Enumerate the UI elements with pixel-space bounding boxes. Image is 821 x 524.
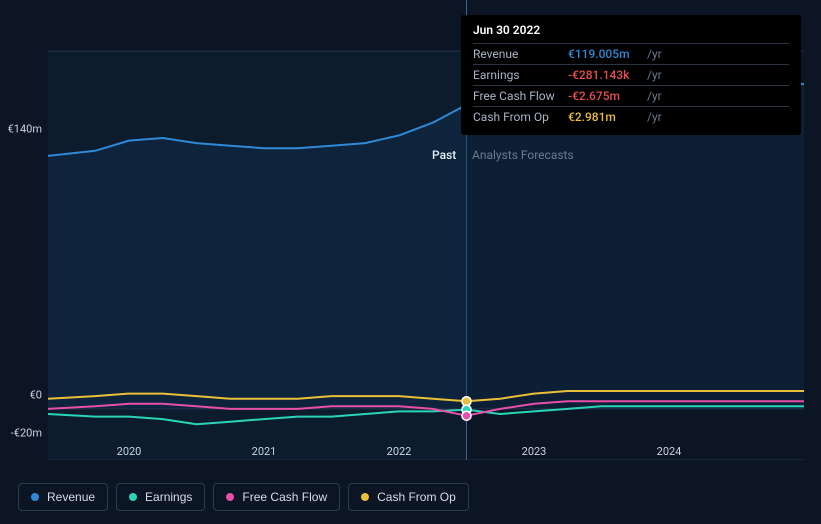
tooltip-label: Revenue [473,47,568,61]
tooltip-unit: /yr [647,68,662,82]
legend-dot-icon [226,493,234,501]
tooltip-unit: /yr [647,110,662,124]
x-tick-label: 2021 [252,445,277,458]
tooltip-label: Earnings [473,68,568,82]
legend-label: Cash From Op [377,490,456,504]
tooltip-label: Free Cash Flow [473,89,568,103]
y-tick-label: €0 [30,389,42,402]
legend-item-revenue[interactable]: Revenue [18,483,108,511]
tooltip-value: -€2.675m [568,89,643,103]
tooltip-value: €119.005m [568,47,643,61]
legend-dot-icon [31,493,39,501]
legend-label: Earnings [145,490,192,504]
x-axis: 2020 2021 2022 2023 2024 [48,445,804,465]
legend-label: Revenue [47,490,95,504]
forecast-label: Analysts Forecasts [472,148,574,162]
tooltip-row: Free Cash Flow -€2.675m /yr [473,85,789,106]
legend-item-cfo[interactable]: Cash From Op [348,483,469,511]
tooltip-unit: /yr [647,89,662,103]
chart-legend: Revenue Earnings Free Cash Flow Cash Fro… [18,483,469,511]
financials-chart: €140m €0 -€20m Past Analysts Forecasts 2… [0,0,821,524]
tooltip-row: Revenue €119.005m /yr [473,43,789,64]
y-axis: €140m €0 -€20m [0,0,48,460]
x-tick-label: 2020 [117,445,142,458]
y-tick-label: €140m [8,123,42,136]
x-tick-label: 2024 [657,445,682,458]
legend-label: Free Cash Flow [242,490,327,504]
legend-item-fcf[interactable]: Free Cash Flow [213,483,340,511]
legend-item-earnings[interactable]: Earnings [116,483,205,511]
y-tick-label: -€20m [11,427,42,440]
legend-dot-icon [361,493,369,501]
tooltip-unit: /yr [647,47,662,61]
tooltip-value: -€281.143k [568,68,643,82]
tooltip-label: Cash From Op [473,110,568,124]
past-label: Past [432,148,456,162]
x-tick-label: 2022 [387,445,412,458]
x-tick-label: 2023 [522,445,547,458]
tooltip-date: Jun 30 2022 [473,23,789,37]
legend-dot-icon [129,493,137,501]
tooltip-row: Cash From Op €2.981m /yr [473,106,789,127]
tooltip-value: €2.981m [568,110,643,124]
tooltip-row: Earnings -€281.143k /yr [473,64,789,85]
chart-tooltip: Jun 30 2022 Revenue €119.005m /yr Earnin… [461,15,801,135]
